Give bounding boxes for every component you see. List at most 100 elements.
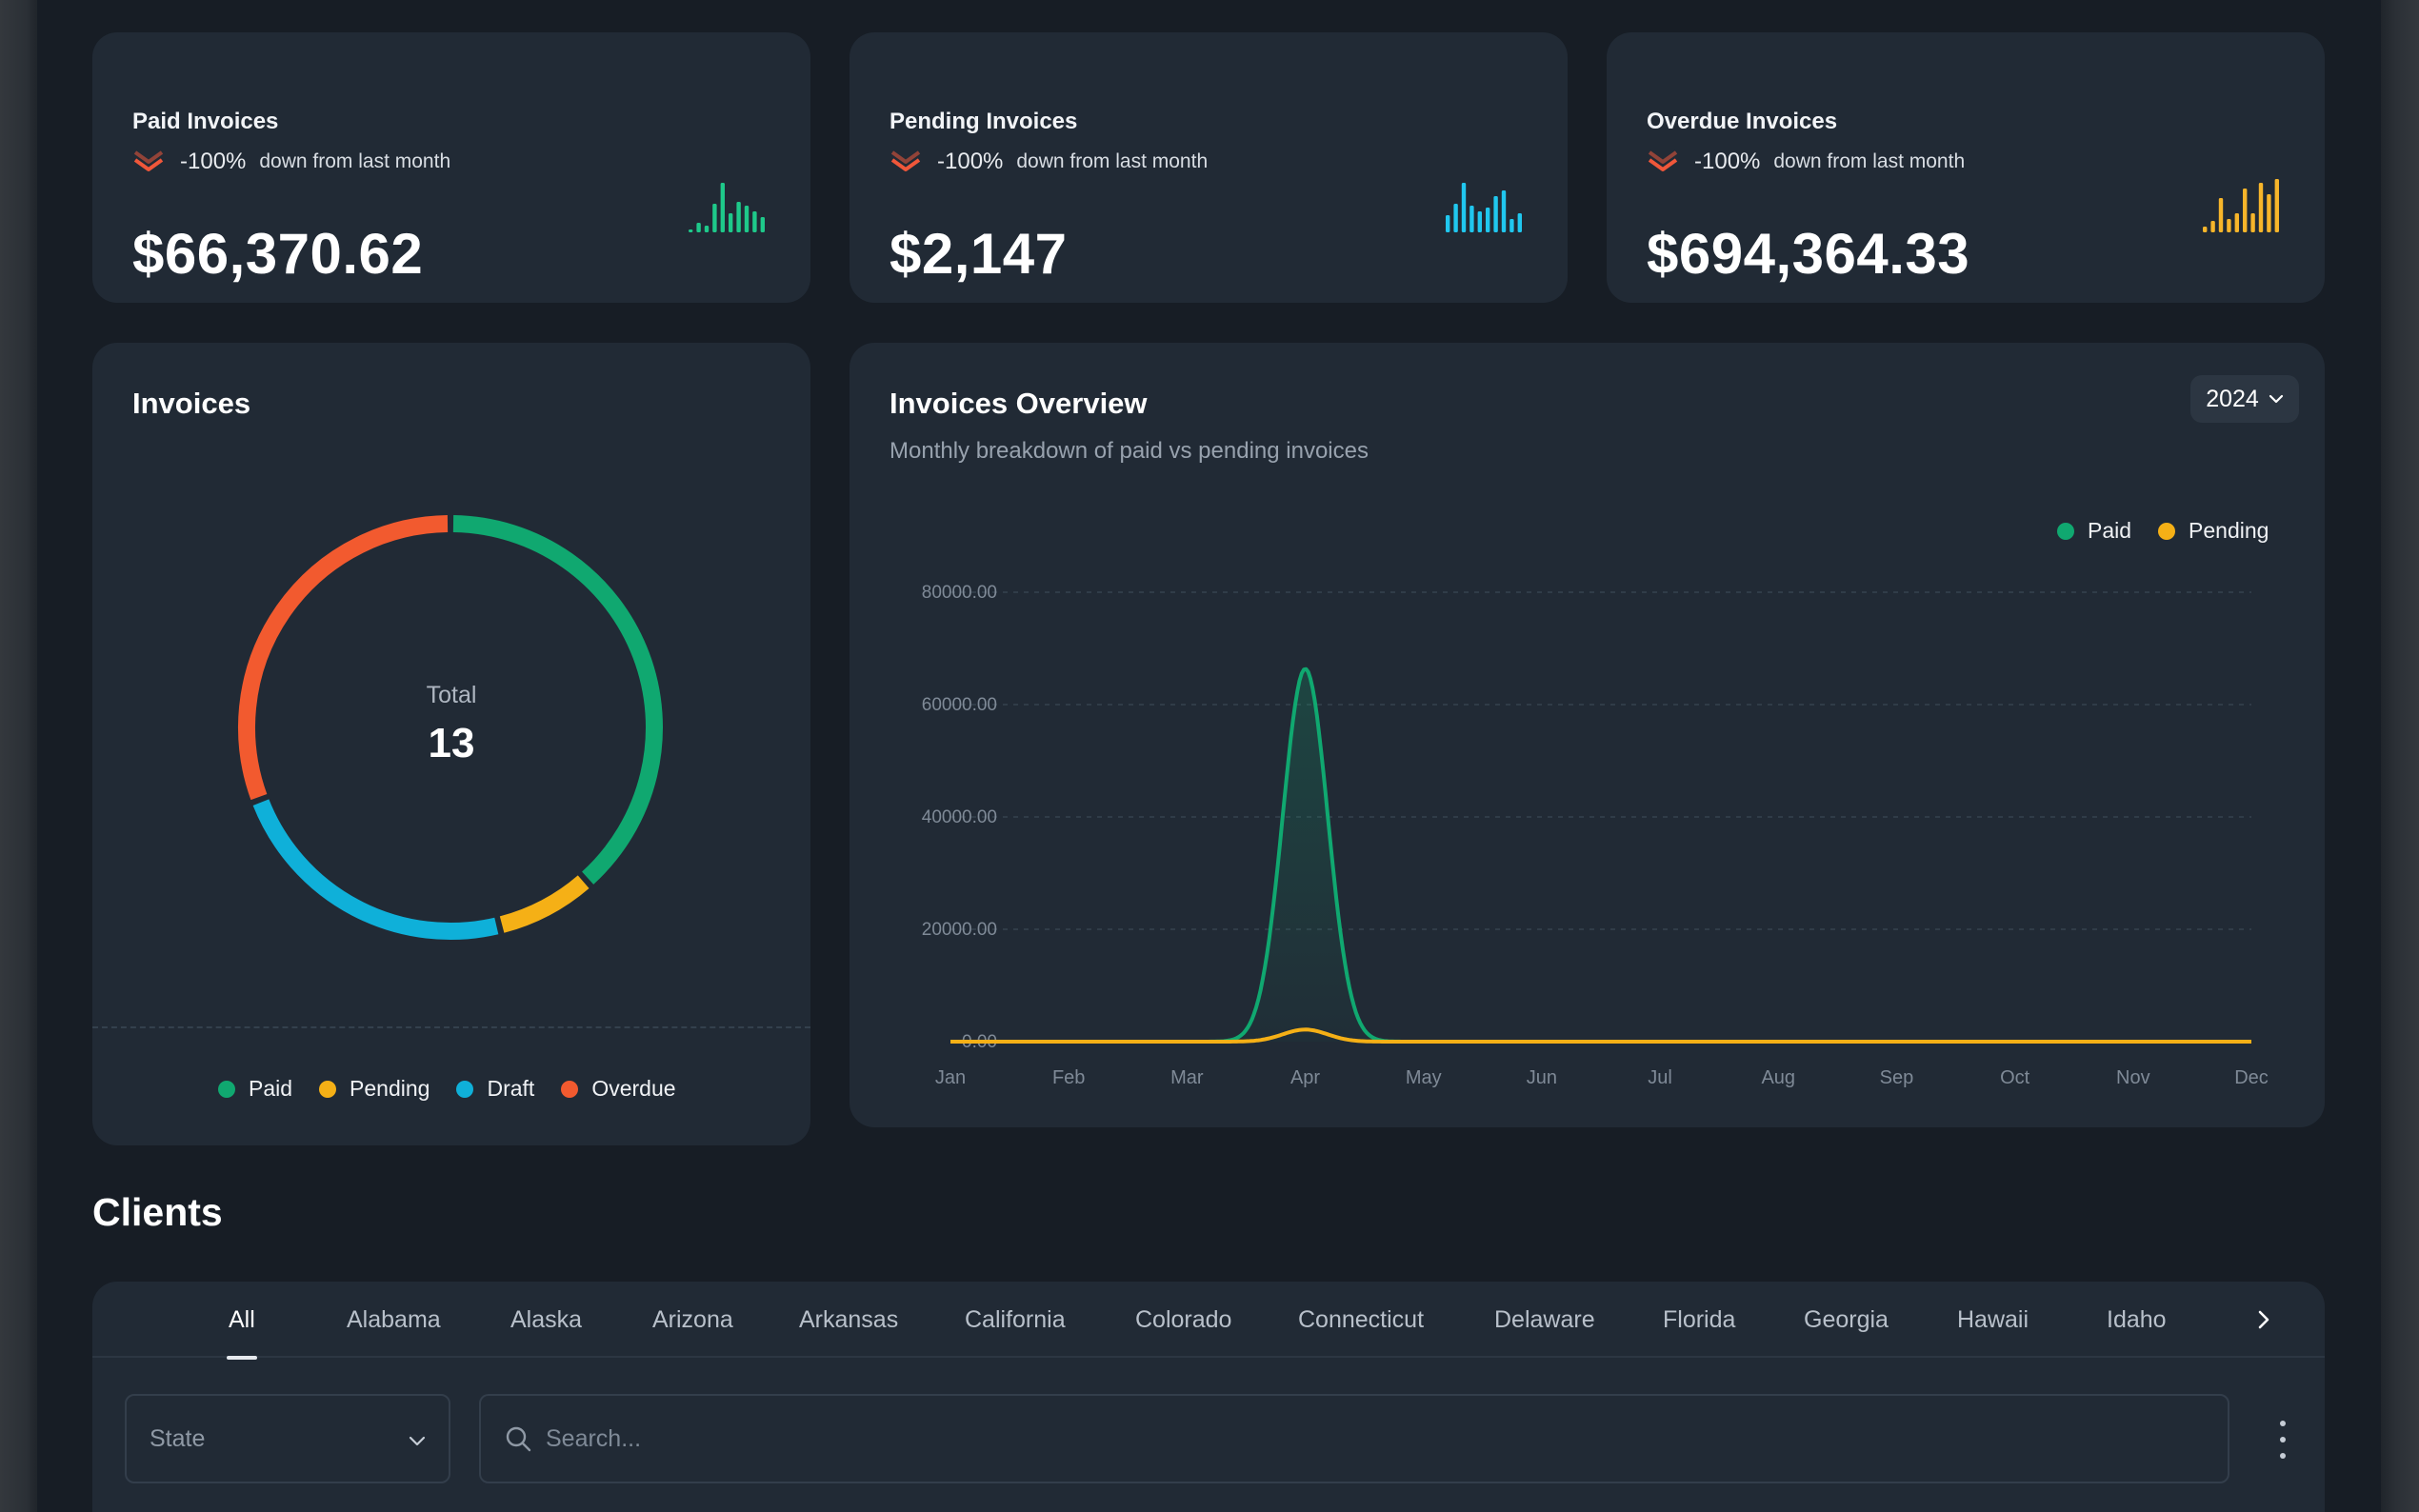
search-input[interactable]: [546, 1424, 2165, 1453]
state-select-placeholder: State: [150, 1424, 206, 1452]
sparkline-bar: [2234, 213, 2239, 232]
x-tick-label: Mar: [1170, 1067, 1204, 1088]
series-area-paid: [950, 668, 2251, 1042]
series-line-paid[interactable]: [950, 666, 2251, 1044]
y-tick-label: 80000.00: [922, 583, 997, 603]
stat-trend: -100% down from last month: [132, 139, 450, 185]
legend-dot: [218, 1080, 235, 1098]
tab-hawaii[interactable]: Hawaii: [1957, 1282, 2029, 1358]
donut-slice-overdue[interactable]: [238, 515, 449, 801]
sparkline-bar: [736, 202, 741, 232]
tab-label: Colorado: [1135, 1305, 1232, 1333]
x-tick-label: May: [1406, 1067, 1442, 1088]
tab-arizona[interactable]: Arizona: [652, 1282, 733, 1358]
card-title: Invoices Overview: [890, 387, 1148, 420]
x-tick-label: Sep: [1880, 1067, 1914, 1088]
double-chevron-down-icon: [133, 150, 164, 171]
stat-trend: -100% down from last month: [1647, 139, 1965, 185]
state-select[interactable]: State: [125, 1394, 450, 1483]
stat-title: Overdue Invoices: [1647, 109, 1838, 134]
legend-label: Pending: [350, 1076, 430, 1101]
chevron-right-icon: [2258, 1310, 2269, 1329]
more-options-icon[interactable]: [2273, 1421, 2292, 1459]
tab-label: All: [229, 1305, 255, 1333]
legend-dot: [456, 1080, 474, 1098]
tab-label: Arizona: [652, 1305, 733, 1333]
donut-slice-pending[interactable]: [499, 875, 590, 933]
sparkline-bar: [2227, 219, 2231, 232]
legend-dot: [2158, 522, 2176, 540]
trend-note: down from last month: [1016, 150, 1209, 172]
tab-label: Alaska: [510, 1305, 583, 1333]
sparkline-bar: [2210, 221, 2215, 232]
legend-label: Pending: [2189, 518, 2269, 543]
legend-label: Overdue: [591, 1076, 676, 1101]
tab-label: Arkansas: [799, 1305, 899, 1333]
tab-label: Hawaii: [1957, 1305, 2029, 1333]
bar-sparkline-icon: [689, 183, 765, 232]
stat-title: Paid Invoices: [132, 109, 279, 134]
tab-florida[interactable]: Florida: [1663, 1282, 1735, 1358]
donut-slice-paid[interactable]: [452, 515, 663, 885]
year-value: 2024: [2206, 385, 2259, 412]
sparkline-bar: [729, 213, 733, 232]
invoices-donut-card: Invoices Total 13 Paid Pending Draft Ove…: [92, 343, 810, 1145]
trend-note: down from last month: [259, 150, 451, 172]
tab-georgia[interactable]: Georgia: [1804, 1282, 1889, 1358]
card-title: Invoices: [132, 387, 251, 420]
double-chevron-down-icon: [1648, 150, 1678, 171]
trend-percentage: -100%: [1694, 149, 1761, 174]
card-subtitle: Monthly breakdown of paid vs pending inv…: [890, 438, 1369, 464]
trend-percentage: -100%: [937, 149, 1004, 174]
donut-slice-draft[interactable]: [252, 799, 499, 940]
sparkline-bar: [744, 206, 750, 232]
legend-item-pending[interactable]: Pending: [319, 1076, 430, 1102]
sparkline-bar: [696, 223, 701, 232]
sparkline-bar: [689, 229, 693, 232]
legend-item-draft[interactable]: Draft: [456, 1076, 534, 1102]
sparkline-bar: [1493, 196, 1498, 232]
double-chevron-down-icon: [890, 150, 921, 171]
chart-legend: Paid Pending: [2057, 518, 2295, 544]
legend-item-overdue[interactable]: Overdue: [561, 1076, 676, 1102]
legend-dot: [2057, 522, 2074, 540]
x-tick-label: Apr: [1290, 1067, 1320, 1088]
sparkline-bar: [2250, 213, 2255, 232]
tab-california[interactable]: California: [965, 1282, 1066, 1358]
bar-sparkline-icon: [2203, 179, 2279, 232]
tab-label: Georgia: [1804, 1305, 1889, 1333]
tab-alabama[interactable]: Alabama: [347, 1282, 441, 1358]
donut-chart: [231, 508, 670, 946]
search-icon: [506, 1426, 531, 1452]
legend-item-pending[interactable]: Pending: [2158, 518, 2269, 544]
tab-alaska[interactable]: Alaska: [510, 1282, 582, 1358]
tabs-next-button[interactable]: [2245, 1301, 2283, 1339]
legend-dot: [319, 1080, 337, 1098]
tab-label: Connecticut: [1298, 1305, 1425, 1333]
x-tick-label: Dec: [2234, 1067, 2269, 1088]
sparkline-bar: [704, 226, 710, 232]
tab-arkansas[interactable]: Arkansas: [799, 1282, 898, 1358]
tab-idaho[interactable]: Idaho: [2107, 1282, 2167, 1358]
legend-item-paid[interactable]: Paid: [218, 1076, 292, 1102]
invoices-overview-card: 80000.00 60000.00 40000.00 20000.00 0.00 Jan F…: [850, 343, 2325, 1127]
x-tick-label: Feb: [1052, 1067, 1085, 1088]
overdue-invoices-card: Overdue Invoices -100% down from last mo…: [1607, 32, 2325, 303]
tab-all[interactable]: All: [227, 1282, 257, 1360]
legend-item-paid[interactable]: Paid: [2057, 518, 2131, 544]
tab-connecticut[interactable]: Connecticut: [1298, 1282, 1424, 1358]
search-field[interactable]: [479, 1394, 2229, 1483]
sparkline-bar: [1486, 208, 1490, 232]
sparkline-bar: [1501, 190, 1507, 232]
kebab-dot: [2280, 1453, 2286, 1459]
year-select[interactable]: 2024: [2190, 375, 2299, 423]
sparkline-bar: [2274, 179, 2279, 232]
stat-title: Pending Invoices: [890, 109, 1078, 134]
sparkline-bar: [1477, 211, 1482, 232]
bar-sparkline-icon: [1446, 183, 1522, 232]
tab-colorado[interactable]: Colorado: [1135, 1282, 1231, 1358]
sparkline-bar: [2243, 189, 2248, 232]
tab-delaware[interactable]: Delaware: [1494, 1282, 1595, 1358]
donut-svg: [238, 515, 663, 940]
series-line-pending[interactable]: [950, 1027, 2251, 1044]
